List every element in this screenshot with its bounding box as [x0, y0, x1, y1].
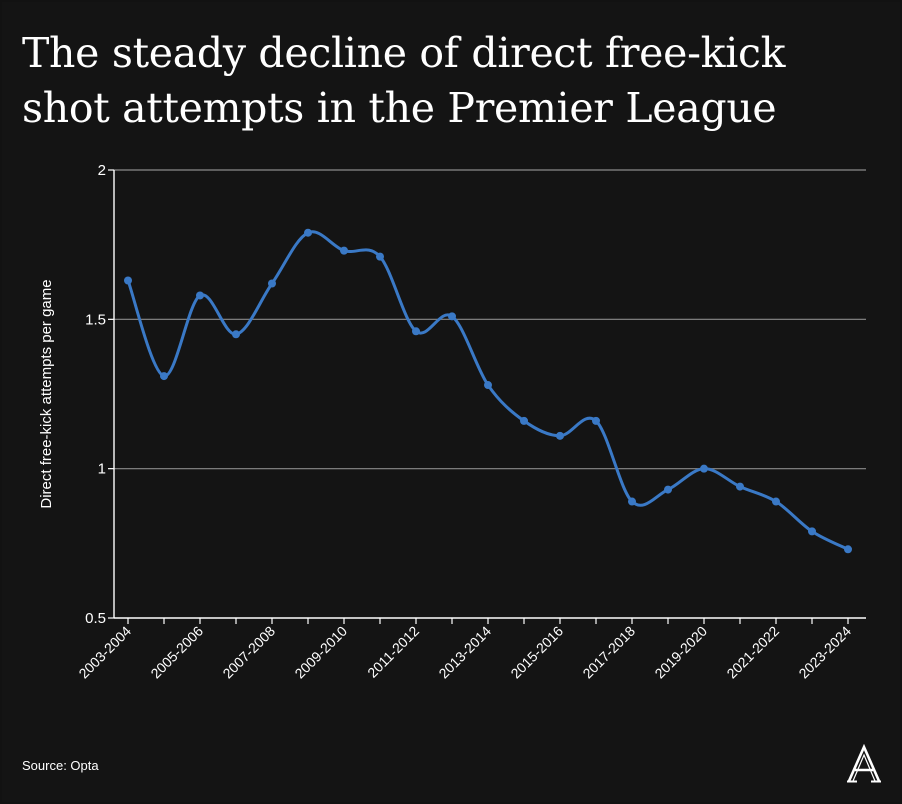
data-point [808, 527, 816, 536]
data-point [700, 464, 708, 473]
data-point [160, 372, 168, 381]
x-tick-label: 2017-2018 [579, 623, 638, 682]
data-point [232, 330, 240, 339]
data-point [196, 291, 204, 300]
x-tick-label: 2013-2014 [435, 623, 494, 682]
series-line [126, 230, 849, 551]
data-point [520, 416, 528, 425]
x-tick-label: 2019-2020 [651, 623, 710, 682]
y-tick-label: 0.5 [85, 610, 106, 627]
x-tick-label: 2007-2008 [219, 623, 278, 682]
x-tick-label: 2009-2010 [291, 623, 350, 682]
athletic-a-logo-icon [847, 744, 881, 783]
data-point [664, 485, 672, 494]
y-tick-label: 2 [98, 162, 106, 179]
axes [108, 169, 866, 624]
data-point [448, 312, 456, 321]
data-point [412, 327, 420, 336]
data-point [844, 545, 852, 554]
data-point [124, 276, 132, 285]
data-point [340, 246, 348, 255]
y-tick-labels: 0.5 1 1.5 2 [85, 162, 106, 627]
x-tick-label: 2003-2004 [75, 623, 134, 682]
x-tick-label: 2015-2016 [507, 623, 566, 682]
x-tick-label: 2023-2024 [795, 623, 854, 682]
data-point [484, 381, 492, 390]
data-point [556, 431, 564, 440]
data-point [376, 252, 384, 261]
y-axis-title: Direct free-kick attempts per game [38, 279, 55, 508]
y-tick-label: 1 [98, 461, 106, 478]
data-point [772, 497, 780, 506]
source-note: Source: Opta [22, 758, 99, 773]
data-point [268, 279, 276, 288]
gridlines [114, 169, 866, 470]
x-tick-label: 2021-2022 [723, 623, 782, 682]
y-tick-label: 1.5 [85, 311, 106, 328]
data-point [304, 228, 312, 237]
data-point [628, 497, 636, 506]
x-tick-labels: 2003-2004 2005-2006 2007-2008 2009-2010 2011… [75, 623, 854, 682]
data-point [592, 416, 600, 425]
chart-title: The steady decline of direct free-kick s… [22, 29, 786, 132]
data-point [736, 482, 744, 491]
x-tick-label: 2005-2006 [147, 623, 206, 682]
x-tick-label: 2011-2012 [364, 623, 422, 681]
data-points [124, 228, 852, 554]
